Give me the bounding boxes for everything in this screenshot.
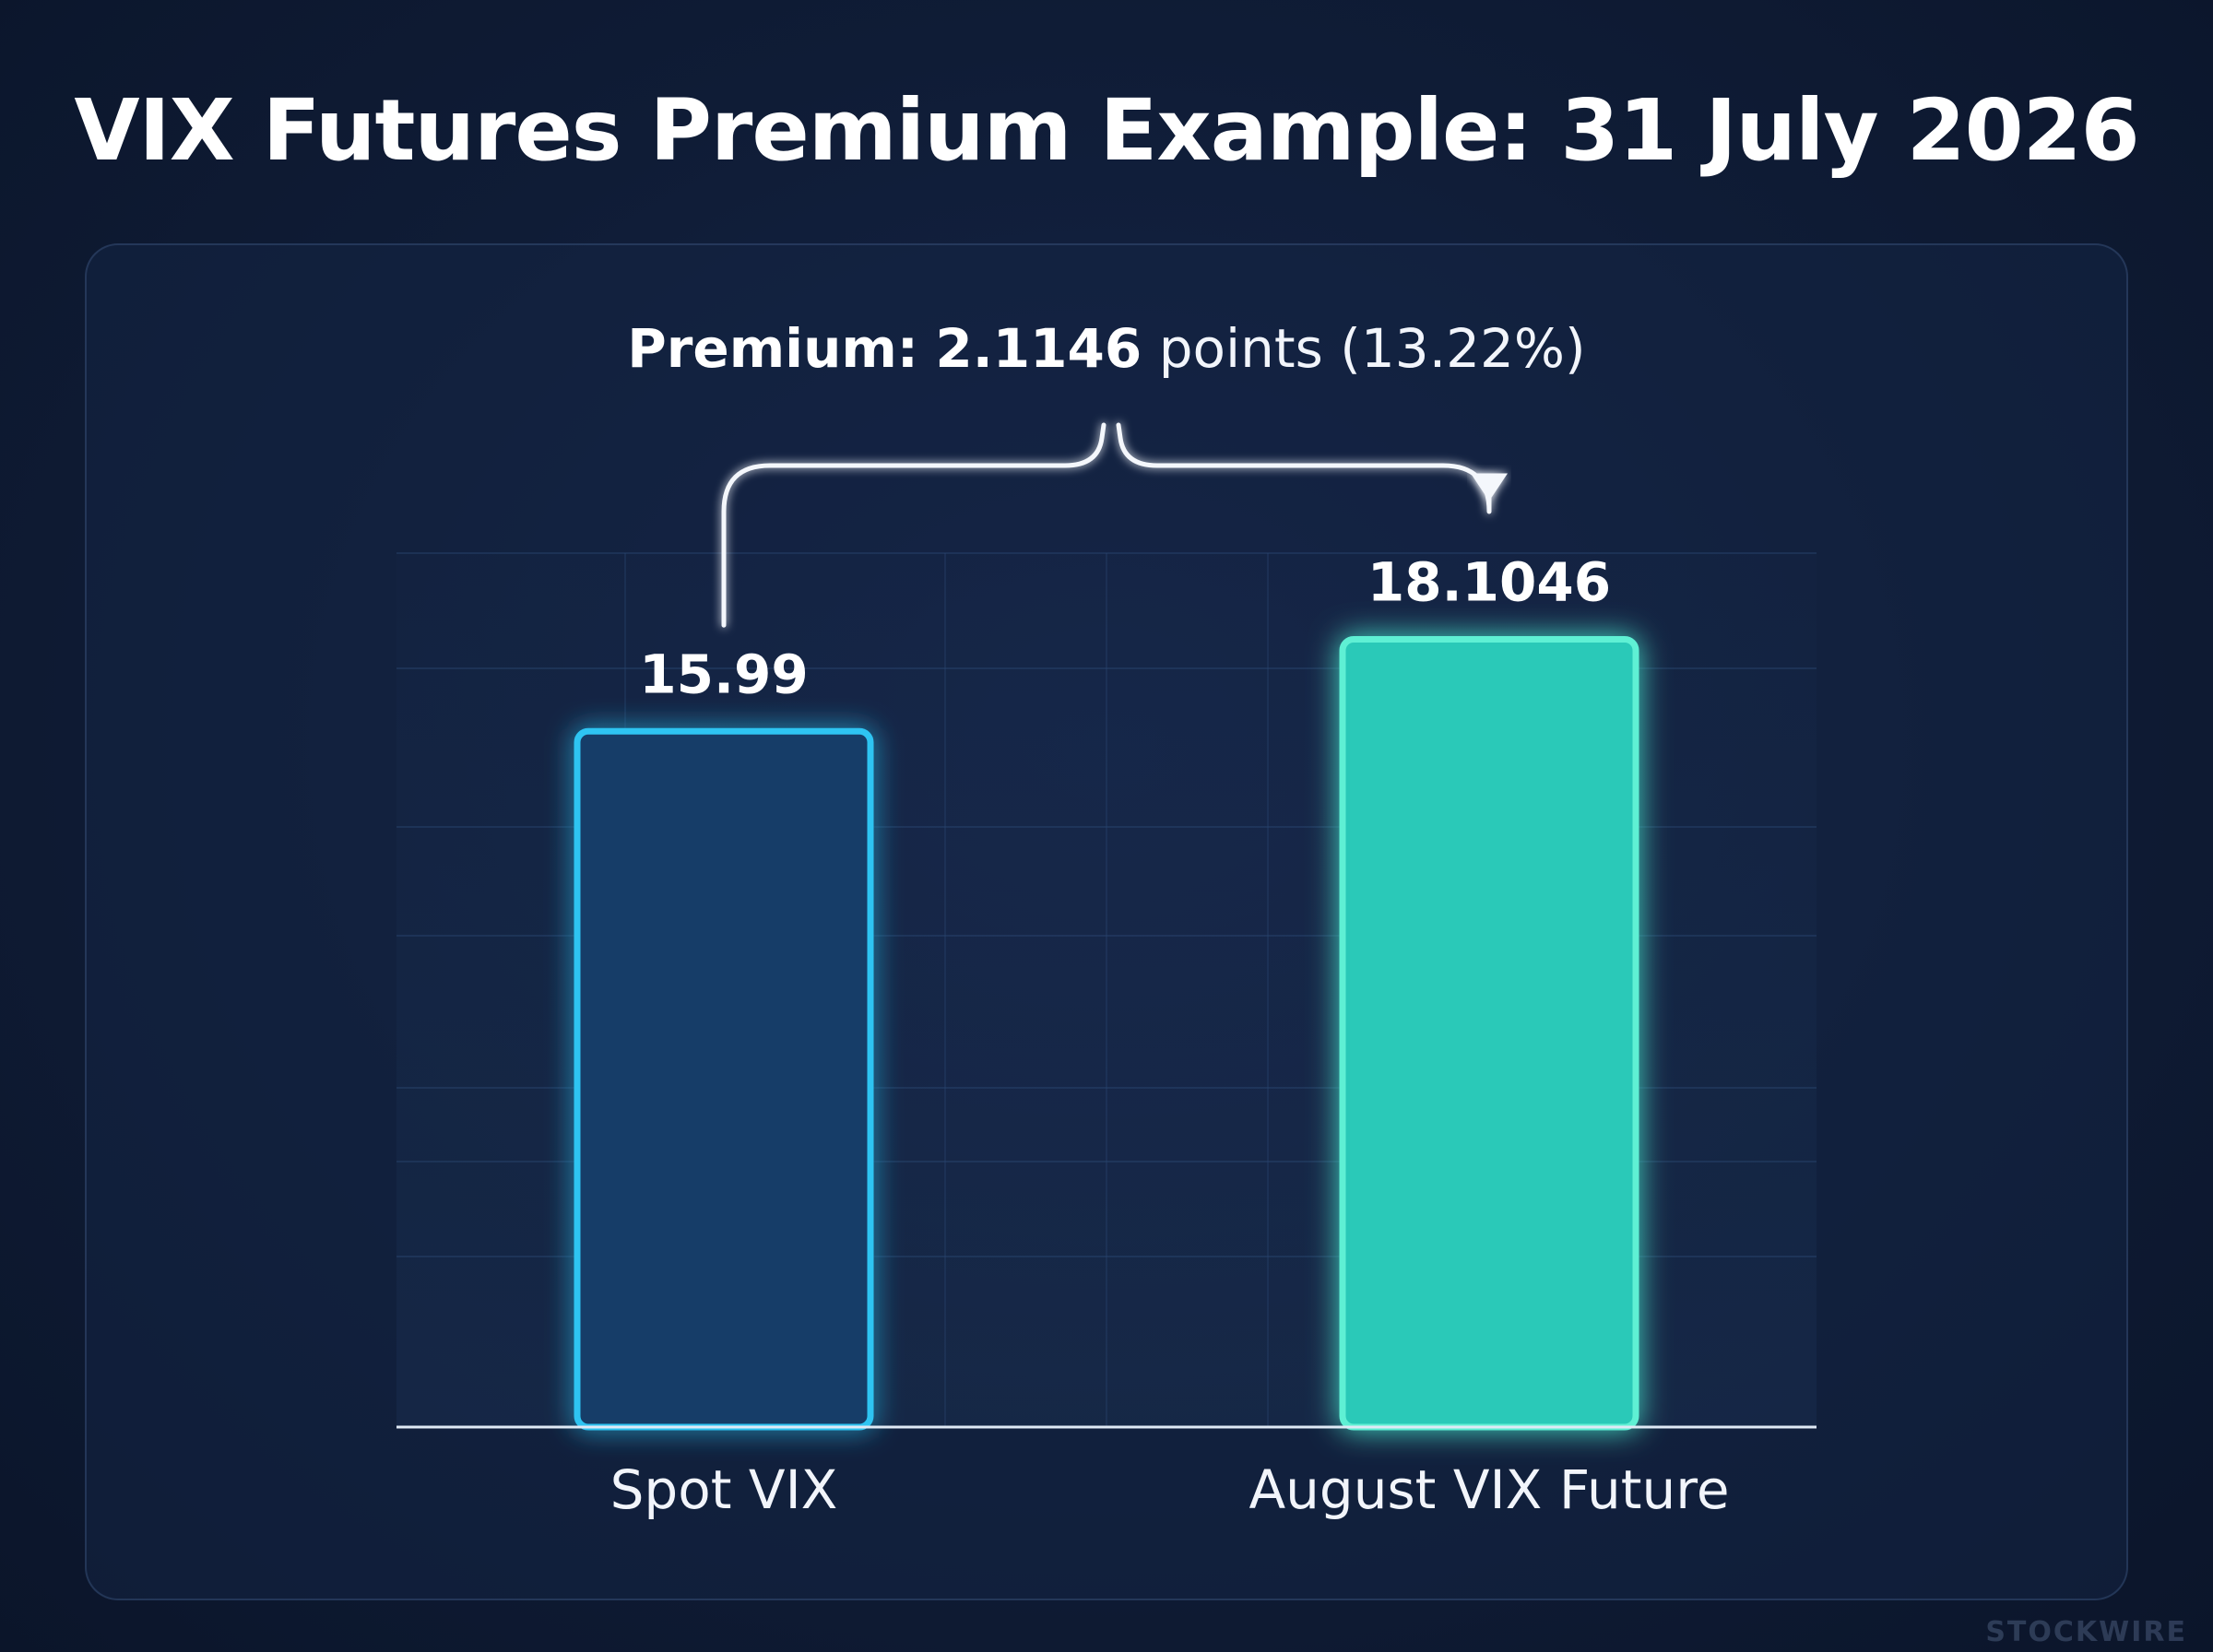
chart-title: VIX Futures Premium Example: 31 July 202… xyxy=(74,81,2139,180)
arrow-head-icon xyxy=(1471,473,1508,502)
premium-label: Premium: xyxy=(627,317,918,380)
value-label: 18.1046 xyxy=(1367,550,1611,613)
bar-layer xyxy=(396,635,1817,1431)
category-label: August VIX Future xyxy=(1249,1458,1729,1521)
premium-value: 2.1146 xyxy=(935,317,1142,380)
category-label: Spot VIX xyxy=(610,1458,838,1521)
premium-unit: points xyxy=(1158,317,1323,380)
label-layer: 15.99 Spot VIX 18.1046 August VIX Future xyxy=(610,550,1730,1521)
watermark-logo: STOCKWIRE xyxy=(1985,1616,2187,1648)
bar-august-vix-future xyxy=(1339,635,1639,1431)
value-label: 15.99 xyxy=(639,643,808,705)
premium-percent: (13.22%) xyxy=(1340,317,1586,380)
bracket-layer xyxy=(721,422,1508,628)
premium-annotation: Premium: 2.1146 points (13.22%) xyxy=(0,317,2213,380)
bar-spot-vix xyxy=(574,727,874,1431)
